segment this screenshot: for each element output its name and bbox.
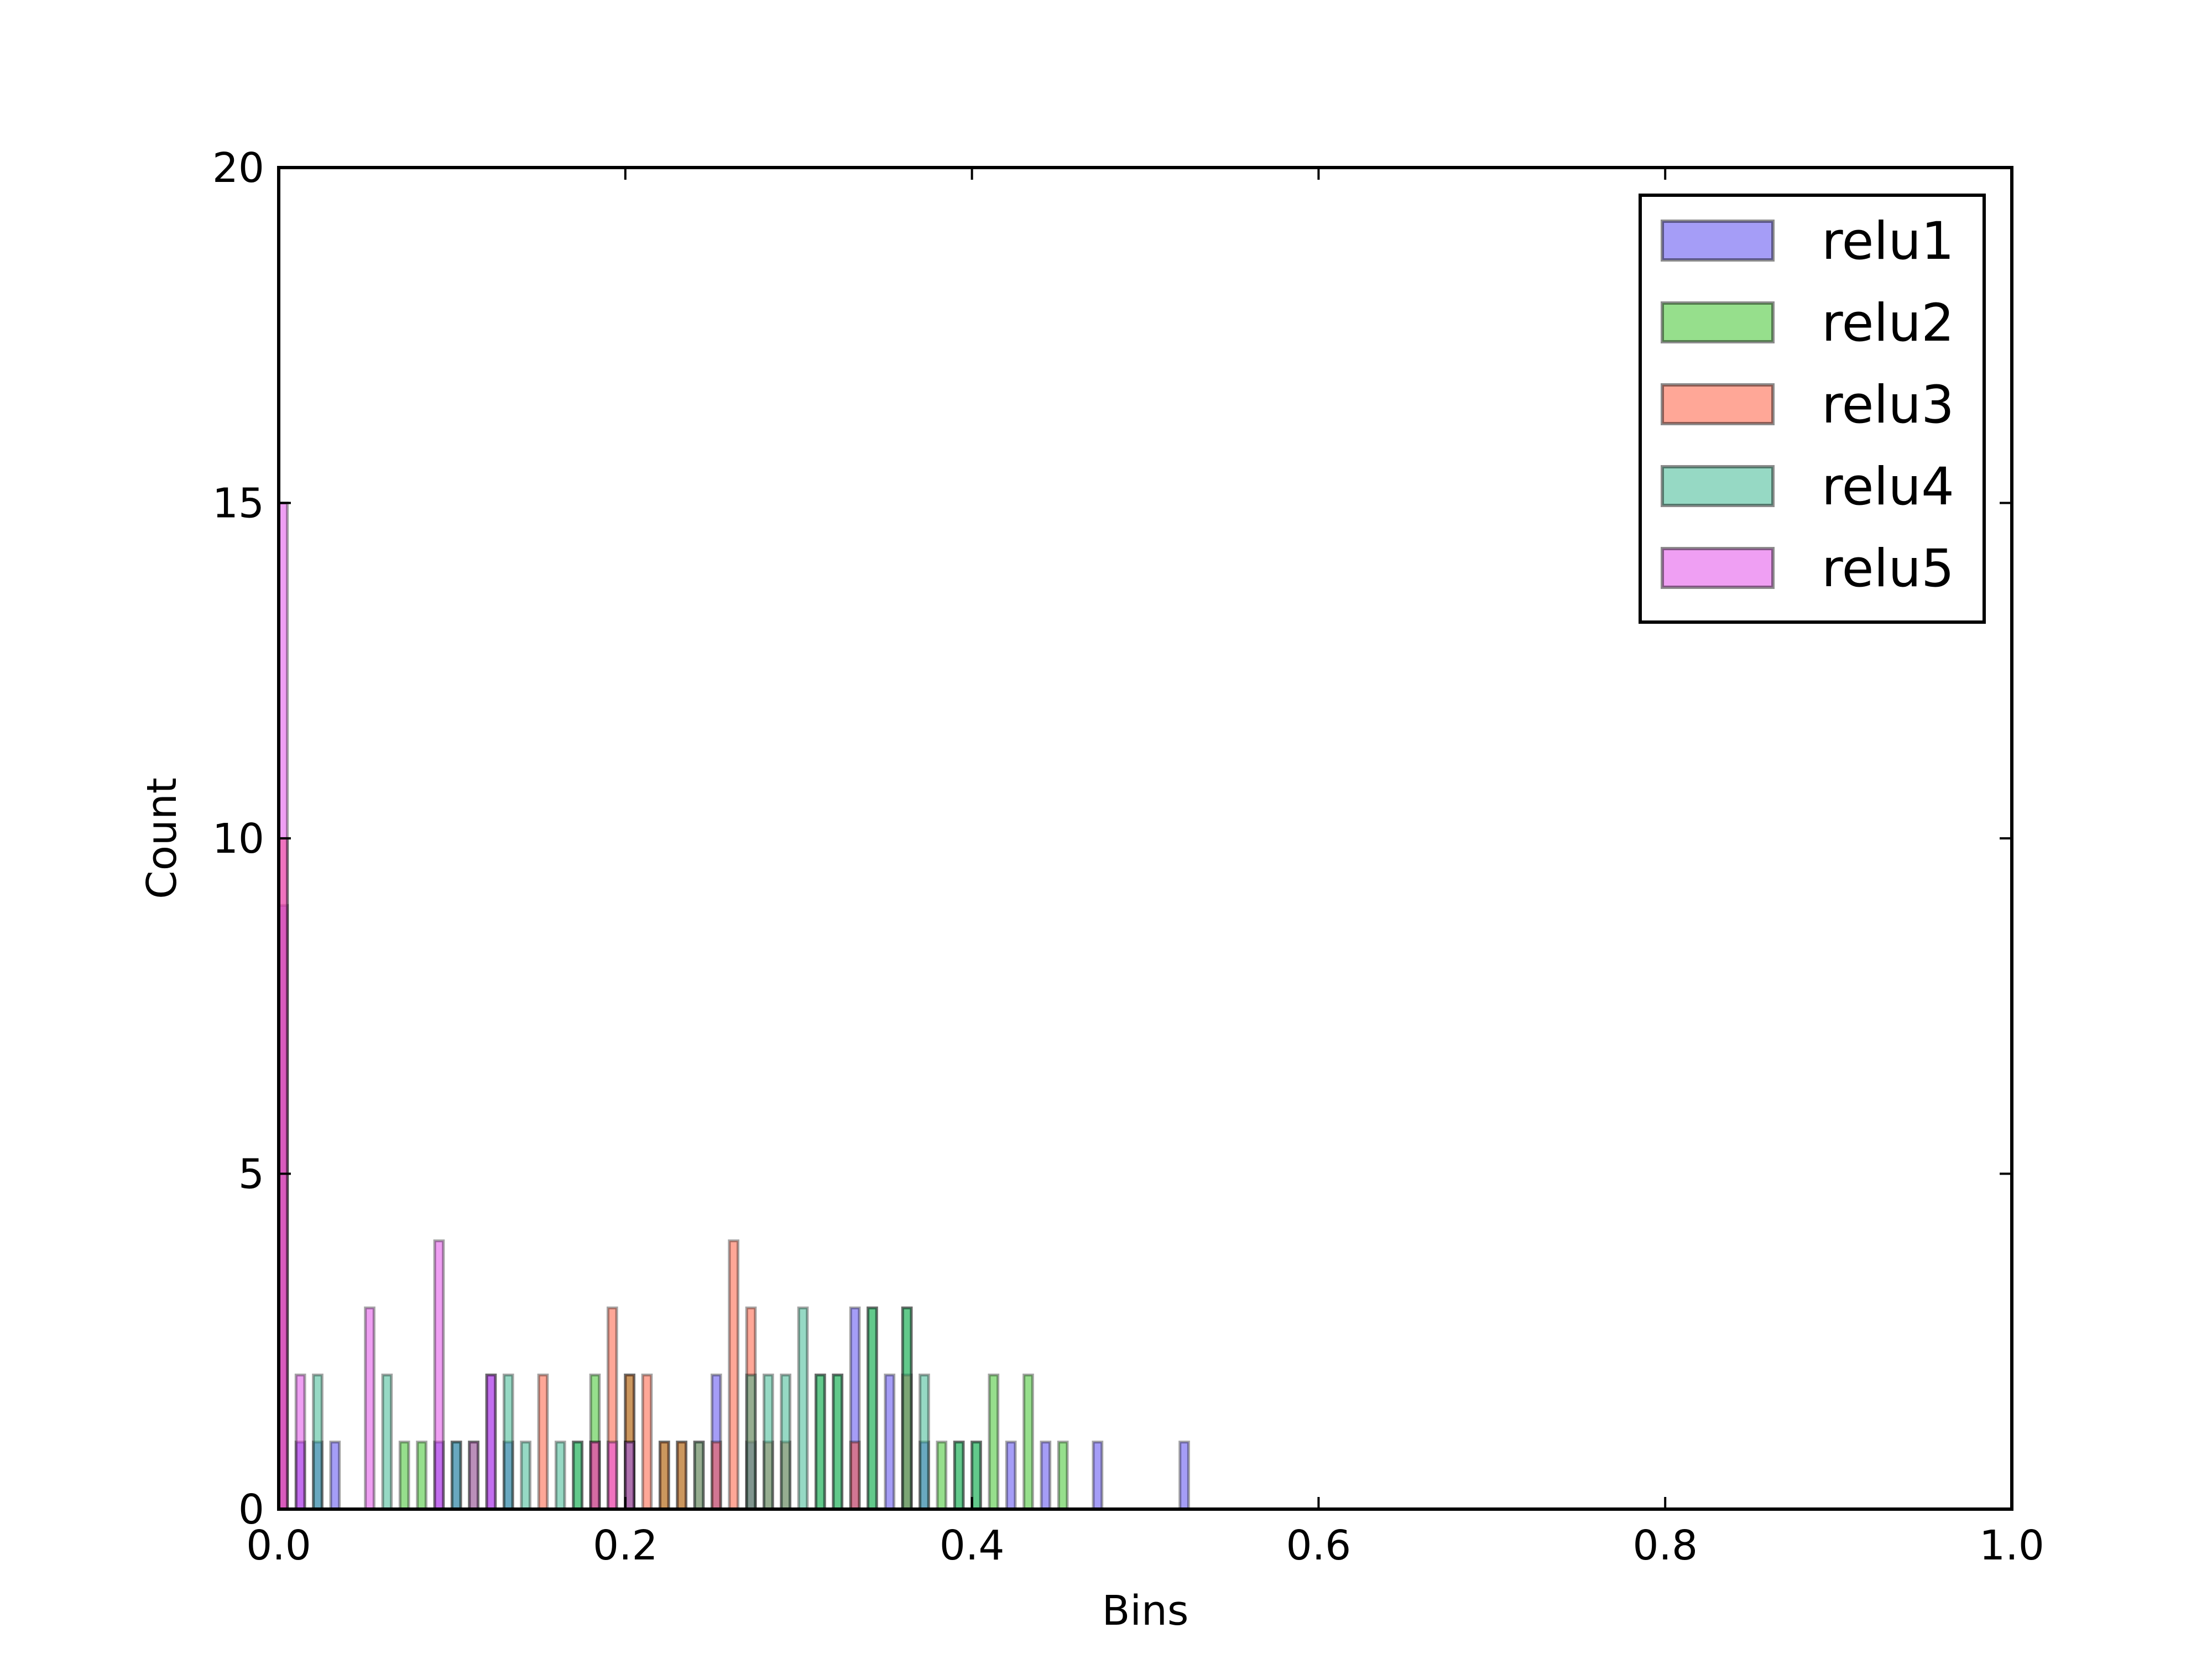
y-tick-label: 10: [212, 815, 264, 863]
bar-relu4: [953, 1441, 965, 1511]
y-tick-label: 0: [238, 1486, 264, 1533]
y-tick-label: 5: [238, 1151, 264, 1198]
y-tick-label: 20: [212, 144, 264, 192]
y-axis-label: Count: [138, 778, 186, 899]
bar-relu5: [364, 1306, 375, 1511]
legend-item-relu5: relu5: [1661, 539, 1954, 599]
x-tick-label: 0.6: [1286, 1522, 1352, 1569]
legend-label: relu4: [1822, 457, 1954, 517]
bar-relu4: [832, 1373, 844, 1511]
bar-relu5: [589, 1441, 601, 1511]
x-tick-label: 0.8: [1632, 1522, 1698, 1569]
bar-relu4: [797, 1306, 809, 1511]
legend-item-relu4: relu4: [1661, 457, 1954, 517]
bar-relu4: [572, 1441, 583, 1511]
bar-relu1: [1092, 1441, 1104, 1511]
bar-relu1: [884, 1373, 896, 1511]
bar-relu4: [745, 1373, 757, 1511]
bar-relu2: [936, 1441, 948, 1511]
bar-relu5: [468, 1441, 479, 1511]
bar-relu5: [433, 1239, 445, 1511]
bar-relu4: [381, 1373, 393, 1511]
legend-label: relu3: [1822, 375, 1954, 435]
bar-relu5: [485, 1373, 497, 1511]
bar-relu3: [658, 1441, 670, 1511]
bar-relu4: [867, 1306, 878, 1511]
bar-relu4: [450, 1441, 462, 1511]
legend-swatch: [1661, 383, 1775, 425]
x-axis-label: Bins: [1102, 1587, 1189, 1635]
bar-relu3: [728, 1239, 740, 1511]
bar-relu4: [502, 1373, 514, 1511]
x-tick-label: 0.2: [593, 1522, 658, 1569]
bar-relu2: [1057, 1441, 1069, 1511]
legend-swatch: [1661, 547, 1775, 589]
bar-relu1: [1040, 1441, 1052, 1511]
bar-relu4: [971, 1441, 982, 1511]
bar-relu1: [1178, 1441, 1190, 1511]
bar-relu4: [312, 1373, 324, 1511]
bar-relu4: [919, 1373, 930, 1511]
bar-relu4: [763, 1373, 774, 1511]
legend-swatch: [1661, 220, 1775, 262]
bar-relu4: [780, 1373, 792, 1511]
legend-label: relu1: [1822, 211, 1954, 272]
axis-ticks: [278, 166, 2013, 1510]
bar-relu4: [693, 1441, 705, 1511]
bar-relu4: [520, 1441, 531, 1511]
bar-relu4: [554, 1441, 566, 1511]
bar-relu4: [901, 1306, 913, 1511]
legend-label: relu2: [1822, 293, 1954, 353]
legend: relu1 relu2 relu3 relu4 relu5: [1639, 194, 1986, 624]
legend-item-relu2: relu2: [1661, 293, 1954, 353]
bar-relu5: [606, 1441, 618, 1511]
x-tick-label: 0.4: [940, 1522, 1005, 1569]
legend-label: relu5: [1822, 539, 1954, 599]
legend-item-relu1: relu1: [1661, 211, 1954, 272]
bar-relu2: [1022, 1373, 1034, 1511]
legend-swatch: [1661, 301, 1775, 343]
bar-relu2: [398, 1441, 410, 1511]
x-tick-label: 1.0: [1979, 1522, 2044, 1569]
bar-relu1: [329, 1441, 341, 1511]
bar-relu3: [711, 1441, 722, 1511]
tick-labels: 0.0 0.2 0.4 0.6 0.8 1.0 0 5 10 15 20: [212, 144, 2044, 1569]
bar-relu1: [1005, 1441, 1017, 1511]
y-tick-label: 15: [212, 480, 264, 528]
bar-relu2: [988, 1373, 1000, 1511]
bar-relu3: [849, 1441, 861, 1511]
bar-relu3: [676, 1441, 687, 1511]
bar-relu3: [641, 1373, 653, 1511]
bar-relu3: [537, 1373, 549, 1511]
legend-swatch: [1661, 465, 1775, 507]
bar-relu2: [416, 1441, 427, 1511]
bar-relu5: [294, 1373, 306, 1511]
x-tick-label: 0.0: [246, 1522, 311, 1569]
bar-relu5: [624, 1441, 635, 1511]
bar-relu4: [815, 1373, 826, 1511]
legend-item-relu3: relu3: [1661, 375, 1954, 435]
